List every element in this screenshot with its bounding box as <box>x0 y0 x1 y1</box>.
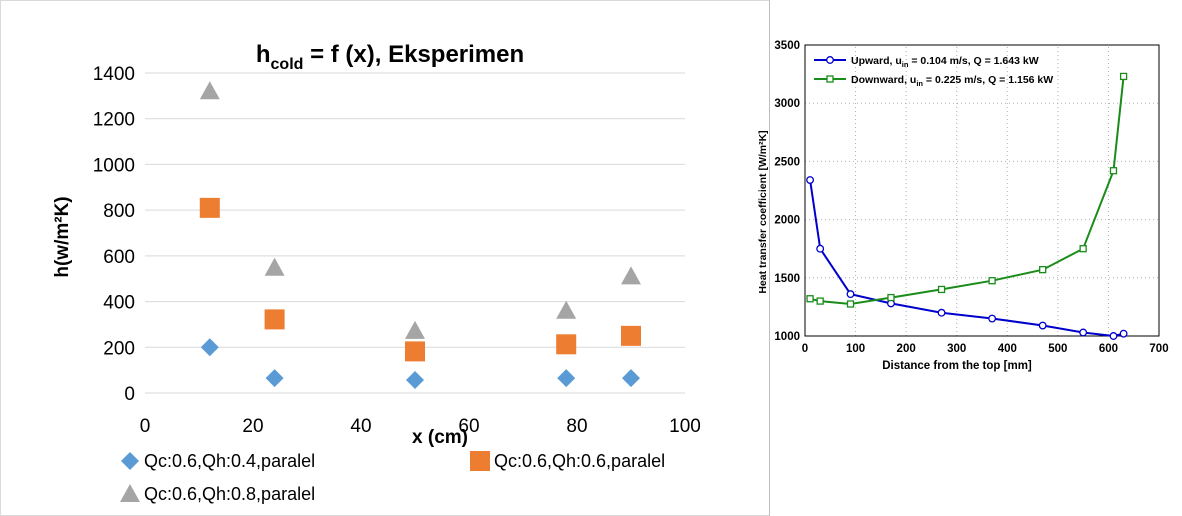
data-point-series-1 <box>1109 332 1118 340</box>
data-point-series-3 <box>621 266 641 285</box>
x-tick-label: 200 <box>897 343 916 355</box>
data-point-series-1 <box>622 369 640 388</box>
left-chart-title: hcold = f (x), Eksperimen <box>256 41 524 73</box>
data-point-series-2 <box>937 285 946 294</box>
data-point-series-2 <box>199 197 220 218</box>
x-tick-label: 20 <box>242 416 263 437</box>
legend-label-1: Upward, uin = 0.104 m/s, Q = 1.643 kW <box>851 55 1039 69</box>
left-chart-panel: hcold = f (x), Eksperimen h(w/m²K) x (cm… <box>0 0 770 516</box>
y-tick-label: 600 <box>103 247 135 268</box>
y-tick-label: 200 <box>103 338 135 359</box>
data-point-series-1 <box>988 314 997 323</box>
x-tick-label: 0 <box>802 343 808 355</box>
data-point-series-3 <box>199 81 220 100</box>
y-tick-label: 400 <box>103 293 135 314</box>
data-point-series-1 <box>557 369 576 388</box>
legend-label-1: Qc:0.6,Qh:0.4,paralel <box>144 451 315 471</box>
legend-label-3: Qc:0.6,Qh:0.8,paralel <box>144 484 315 504</box>
x-tick-label: 700 <box>1149 343 1168 355</box>
data-point-series-1 <box>816 244 825 253</box>
y-tick-label: 3000 <box>774 98 800 110</box>
data-point-series-2 <box>1039 266 1047 274</box>
data-point-series-2 <box>405 341 425 362</box>
data-point-series-1 <box>265 369 284 388</box>
legend-label-2: Downward, uin = 0.225 m/s, Q = 1.156 kW <box>851 74 1053 88</box>
legend-marker-3 <box>120 484 140 502</box>
x-tick-label: 300 <box>947 343 966 355</box>
right-line-chart: 1000 1500 2000 2500 3000 3500 0 100 200 300 400 50… <box>757 40 1169 372</box>
data-point-series-2 <box>816 297 824 305</box>
series-line-2 <box>809 76 1125 306</box>
x-tick-label: 0 <box>140 416 151 437</box>
left-scatter-chart: hcold = f (x), Eksperimen h(w/m²K) x (cm… <box>0 0 770 516</box>
legend-marker-1 <box>826 56 834 64</box>
data-point-series-1 <box>406 370 424 389</box>
left-y-axis-label: h(w/m²K) <box>52 196 73 277</box>
right-chart-panel: 1000 1500 2000 2500 3000 3500 0 100 200 300 400 50… <box>735 30 1182 380</box>
x-tick-label: 500 <box>1048 343 1067 355</box>
data-point-series-2 <box>556 334 577 355</box>
y-tick-label: 1500 <box>774 273 800 285</box>
legend-marker-2 <box>470 451 490 471</box>
y-tick-label: 2000 <box>774 215 800 227</box>
right-y-axis-label: Heat transfer coefficient [W/m²K] <box>757 130 769 293</box>
y-tick-label: 800 <box>103 201 135 222</box>
legend-label-2: Qc:0.6,Qh:0.6,paralel <box>494 451 665 471</box>
series-line-1 <box>809 179 1124 338</box>
chart-area-border <box>0 0 770 516</box>
legend-marker-2 <box>826 75 834 83</box>
data-point-series-3 <box>264 257 285 276</box>
right-x-axis-label: Distance from the top [mm] <box>882 360 1032 372</box>
legend-marker-1 <box>121 452 139 470</box>
x-tick-label: 600 <box>1099 343 1118 355</box>
y-tick-label: 0 <box>124 384 135 405</box>
data-point-series-2 <box>264 309 285 330</box>
y-tick-label: 3500 <box>774 40 800 52</box>
data-point-series-3 <box>405 320 425 339</box>
x-tick-label: 100 <box>669 416 701 437</box>
x-tick-label: 60 <box>458 416 479 437</box>
right-plot-frame <box>804 44 1160 337</box>
data-point-series-2 <box>1109 167 1118 175</box>
x-tick-label: 80 <box>566 416 587 437</box>
data-point-series-2 <box>1119 72 1128 81</box>
y-tick-label: 1000 <box>774 331 800 343</box>
data-point-series-2 <box>887 293 895 302</box>
data-point-series-2 <box>988 277 996 285</box>
data-point-series-1 <box>1038 321 1047 330</box>
data-point-series-2 <box>621 325 641 346</box>
x-tick-label: 400 <box>998 343 1017 355</box>
data-point-series-1 <box>846 290 855 299</box>
data-point-series-3 <box>556 300 577 319</box>
y-tick-label: 2500 <box>774 156 800 168</box>
data-point-series-1 <box>937 308 946 317</box>
y-tick-label: 1400 <box>93 64 135 85</box>
x-tick-label: 100 <box>846 343 865 355</box>
data-point-series-1 <box>200 338 219 357</box>
left-x-axis-label: x (cm) <box>412 427 468 448</box>
data-point-series-2 <box>846 300 855 308</box>
x-tick-label: 40 <box>350 416 371 437</box>
data-point-series-1 <box>806 176 815 184</box>
data-point-series-2 <box>806 295 814 303</box>
y-tick-label: 1000 <box>93 155 135 176</box>
y-tick-label: 1200 <box>93 110 135 131</box>
data-point-series-2 <box>1079 245 1087 253</box>
data-point-series-1 <box>1079 328 1088 337</box>
data-point-series-1 <box>1119 329 1128 338</box>
